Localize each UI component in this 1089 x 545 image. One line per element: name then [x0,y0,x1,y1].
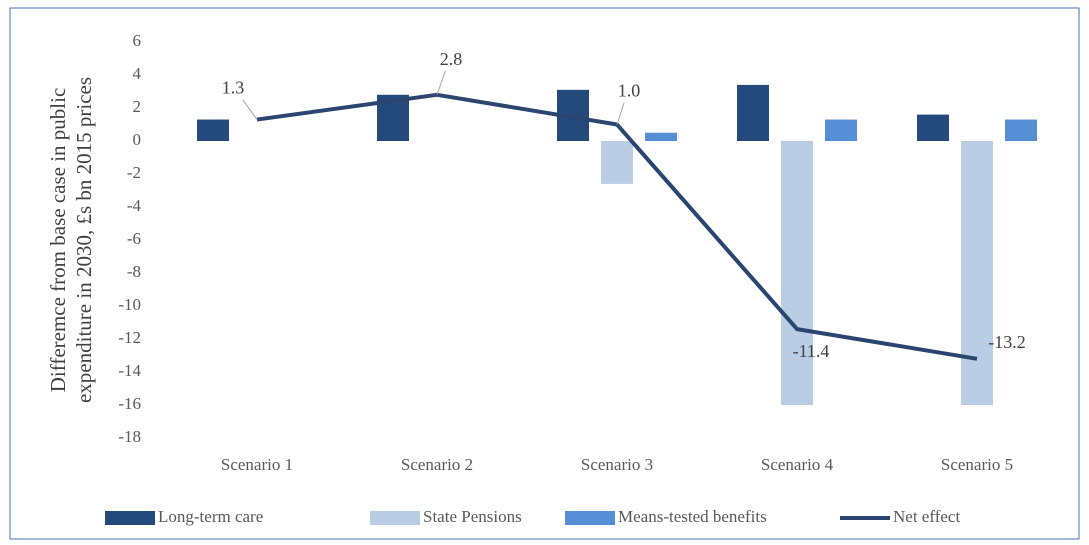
bar [601,141,633,184]
legend-swatch [370,511,420,525]
chart-border [9,7,1080,540]
legend-label: Long-term care [158,507,263,526]
bar [737,84,769,141]
legend-swatch [565,511,615,525]
x-tick-label: Scenario 2 [401,455,473,474]
y-tick-label: -10 [118,295,141,314]
bar [645,132,677,141]
legend-label: Net effect [893,507,960,526]
y-axis-title: Differemce from base case in public [46,88,70,393]
bar [917,114,949,141]
y-tick-label: -18 [118,427,141,446]
y-tick-label: -16 [118,394,141,413]
data-label: -13.2 [988,332,1026,352]
bar [197,119,229,141]
y-tick-label: -8 [127,262,141,281]
x-tick-label: Scenario 1 [221,455,293,474]
legend-label: Means-tested benefits [618,507,767,526]
data-label: 1.0 [618,81,641,101]
leader-line [242,99,258,120]
y-tick-label: -14 [118,361,141,380]
y-tick-label: 6 [133,31,142,50]
leader-line [436,70,446,95]
y-tick-label: -2 [127,163,141,182]
leader-line [616,102,625,125]
legend-swatch [105,511,155,525]
y-axis-title: expenditure in 2030, £s bn 2015 prices [72,77,96,403]
legend-label: State Pensions [423,507,522,526]
x-tick-label: Scenario 3 [581,455,653,474]
y-tick-label: 4 [133,64,142,83]
y-tick-label: -12 [118,328,141,347]
bar [781,141,813,405]
y-tick-label: 0 [133,130,142,149]
bar [1005,119,1037,141]
x-tick-label: Scenario 5 [941,455,1013,474]
bar [825,119,857,141]
y-tick-label: -4 [127,196,142,215]
y-tick-label: 2 [133,97,142,116]
x-tick-label: Scenario 4 [761,455,834,474]
bar [961,141,993,405]
data-label: -11.4 [793,341,830,361]
data-label: 2.8 [440,49,463,69]
y-tick-label: -6 [127,229,141,248]
data-label: 1.3 [222,78,245,98]
